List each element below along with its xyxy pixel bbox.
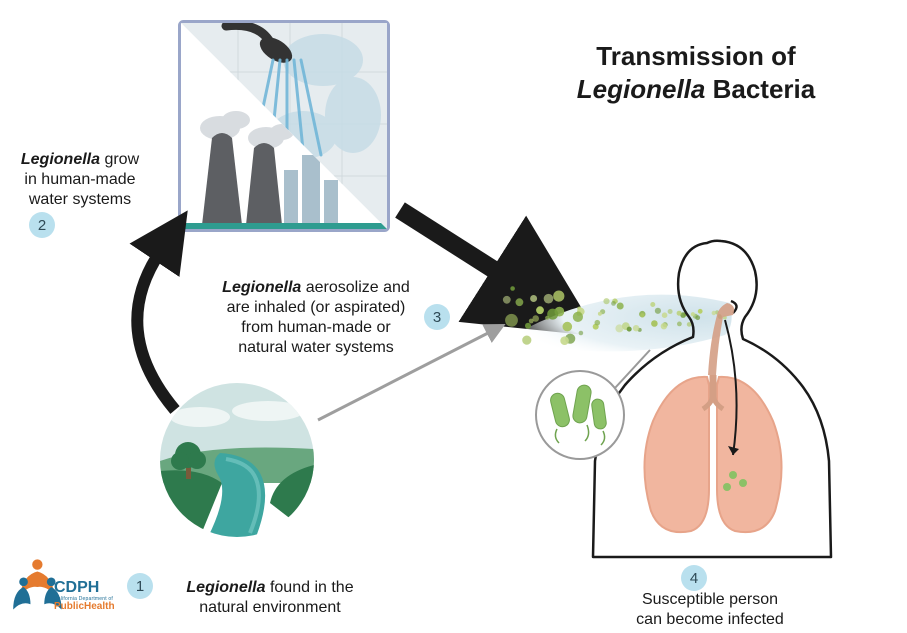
step-4-text: Susceptible person can become infected xyxy=(636,591,784,628)
step-4-label: Susceptible person can become infected xyxy=(600,590,820,630)
water-systems-illustration xyxy=(178,20,390,232)
step-3-italic: Legionella xyxy=(222,279,301,296)
cdph-logo: CDPH California Department of PublicHeal… xyxy=(8,552,103,627)
title-line2-rest: Bacteria xyxy=(705,74,815,104)
bacteria-inset-icon xyxy=(536,350,650,459)
step-1-italic: Legionella xyxy=(186,579,265,596)
step-2-label: Legionella grow in human-made water syst… xyxy=(0,150,160,210)
nature-circle-illustration xyxy=(160,383,314,537)
step-badge-4: 4 xyxy=(681,565,707,591)
human-body-illustration xyxy=(475,225,890,570)
diagram-title: Transmission of Legionella Bacteria xyxy=(538,40,854,105)
step-3-label: Legionella aerosolize and are inhaled (o… xyxy=(198,278,434,358)
step-badge-2: 2 xyxy=(29,212,55,238)
step-1-label: Legionella found in the natural environm… xyxy=(165,578,375,618)
step-badge-1: 1 xyxy=(127,573,153,599)
title-line1: Transmission of xyxy=(596,41,795,71)
step-2-italic: Legionella xyxy=(21,151,100,168)
logo-text-cdph: CDPH xyxy=(54,580,115,596)
lungs-icon xyxy=(644,375,781,532)
logo-text-ph: PublicHealth xyxy=(54,602,115,612)
title-line2-italic: Legionella xyxy=(577,74,706,104)
step-badge-3: 3 xyxy=(424,304,450,330)
